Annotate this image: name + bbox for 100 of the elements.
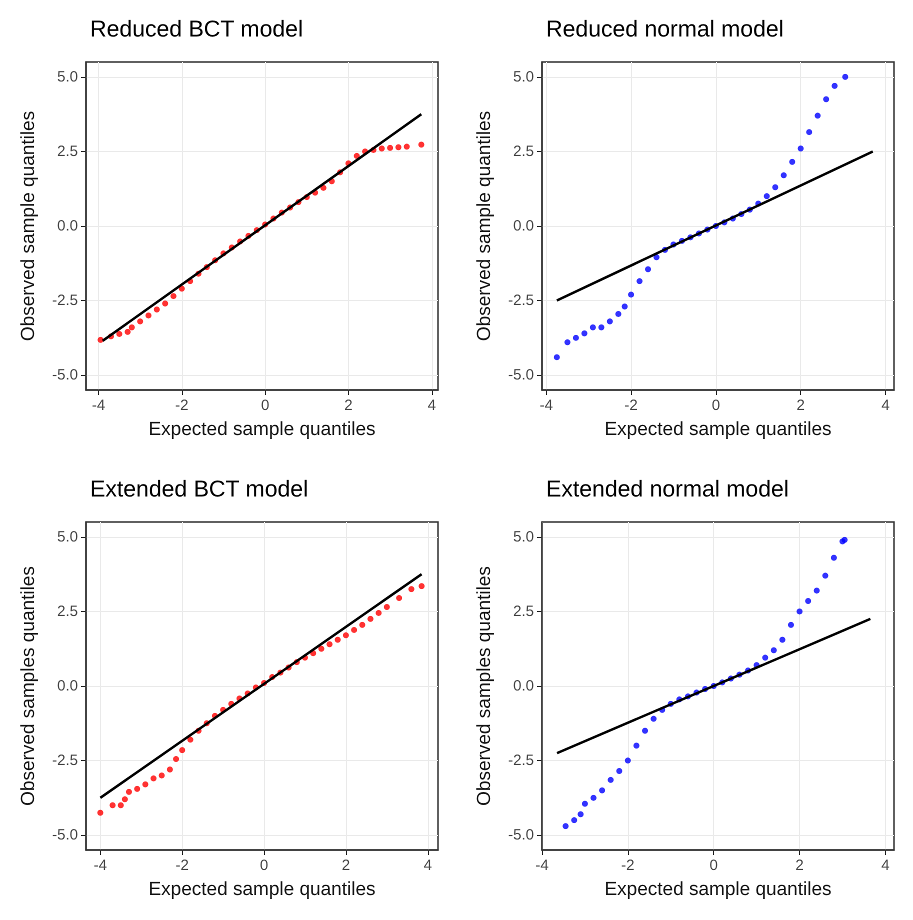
y-tick-label: 5.0 (57, 528, 78, 546)
y-tick-label: -2.5 (508, 292, 534, 310)
point (395, 144, 402, 150)
point (378, 145, 385, 152)
point (158, 772, 165, 778)
y-axis-title: Observed samples quantiles (474, 566, 495, 806)
y-tick-label: -2.5 (508, 752, 534, 770)
chart-title: Extended normal model (546, 476, 789, 502)
point (554, 354, 560, 360)
point (606, 318, 613, 324)
point (318, 646, 324, 652)
x-tick-label: 2 (795, 857, 804, 874)
point (616, 768, 622, 774)
point (179, 747, 186, 754)
point (762, 654, 768, 661)
point (598, 324, 604, 330)
chart-title: Extended BCT model (90, 476, 308, 502)
y-tick-label: 0.0 (513, 678, 534, 694)
y-tick-label: 2.5 (513, 142, 534, 160)
y-tick-label: -2.5 (52, 292, 78, 310)
point (608, 776, 614, 783)
chart-title: Reduced normal model (546, 16, 784, 42)
point (571, 817, 578, 824)
x-tick-label: -2 (175, 397, 188, 414)
x-tick-label: 4 (424, 857, 432, 874)
point (116, 330, 122, 337)
x-tick-label: -2 (176, 857, 189, 874)
y-axis-title: Observed samples quantiles (18, 566, 39, 806)
point (590, 794, 597, 801)
x-tick-label: 2 (344, 397, 353, 414)
point (173, 756, 180, 762)
y-tick-label: 2.5 (57, 602, 78, 620)
point (780, 172, 787, 178)
point (384, 604, 390, 610)
point (796, 608, 803, 614)
point (823, 96, 830, 102)
point (564, 339, 570, 346)
point (128, 324, 135, 330)
point (789, 158, 796, 165)
point (334, 636, 341, 643)
point (798, 145, 804, 152)
point (832, 82, 838, 89)
point (822, 572, 828, 579)
x-tick-label: -4 (540, 397, 553, 414)
point (145, 312, 152, 318)
point (418, 142, 424, 148)
point (376, 610, 382, 616)
point (110, 802, 116, 808)
point (150, 775, 157, 782)
point (98, 336, 104, 343)
point (622, 304, 628, 310)
point (166, 766, 173, 772)
y-tick-label: 0.0 (513, 218, 534, 234)
point (764, 193, 770, 200)
point (572, 334, 579, 341)
point (162, 300, 168, 307)
point (578, 811, 584, 818)
point (788, 622, 794, 628)
point (814, 112, 821, 119)
x-tick-label: 0 (710, 857, 718, 874)
point (342, 632, 349, 638)
x-axis-title: Expected sample quantiles (148, 419, 376, 440)
point (118, 802, 124, 808)
point (359, 622, 366, 628)
point (154, 306, 160, 312)
x-axis-title: Expected sample quantiles (148, 879, 376, 900)
chart-title: Reduced BCT model (90, 16, 304, 42)
point (404, 144, 410, 150)
point (418, 583, 425, 590)
y-tick-label: 5.0 (57, 68, 78, 86)
x-axis-title: Expected sample quantiles (604, 879, 832, 900)
y-tick-label: 5.0 (513, 68, 534, 86)
point (582, 800, 588, 807)
y-tick-label: -5.0 (52, 366, 78, 384)
x-tick-label: 0 (260, 857, 268, 874)
x-tick-label: 4 (881, 397, 890, 414)
y-tick-label: 0.0 (57, 218, 78, 234)
point (779, 636, 786, 643)
point (137, 318, 144, 324)
x-tick-label: 4 (428, 397, 436, 414)
point (599, 787, 606, 794)
point (408, 586, 414, 592)
point (187, 736, 194, 743)
x-tick-label: 2 (342, 857, 350, 874)
point (170, 293, 176, 300)
x-tick-label: 2 (796, 397, 805, 414)
point (124, 328, 131, 335)
y-tick-label: -5.0 (508, 826, 534, 844)
x-tick-label: 0 (712, 397, 720, 414)
x-tick-label: -2 (624, 397, 638, 414)
y-tick-label: 2.5 (513, 602, 534, 620)
point (122, 796, 128, 802)
point (842, 74, 848, 80)
y-tick-label: 2.5 (57, 142, 78, 160)
y-axis-title: Observed sample quantiles (18, 110, 39, 342)
point (806, 129, 812, 136)
point (142, 781, 148, 788)
point (654, 254, 660, 260)
point (770, 647, 777, 654)
y-axis-title: Observed sample quantiles (474, 110, 495, 342)
